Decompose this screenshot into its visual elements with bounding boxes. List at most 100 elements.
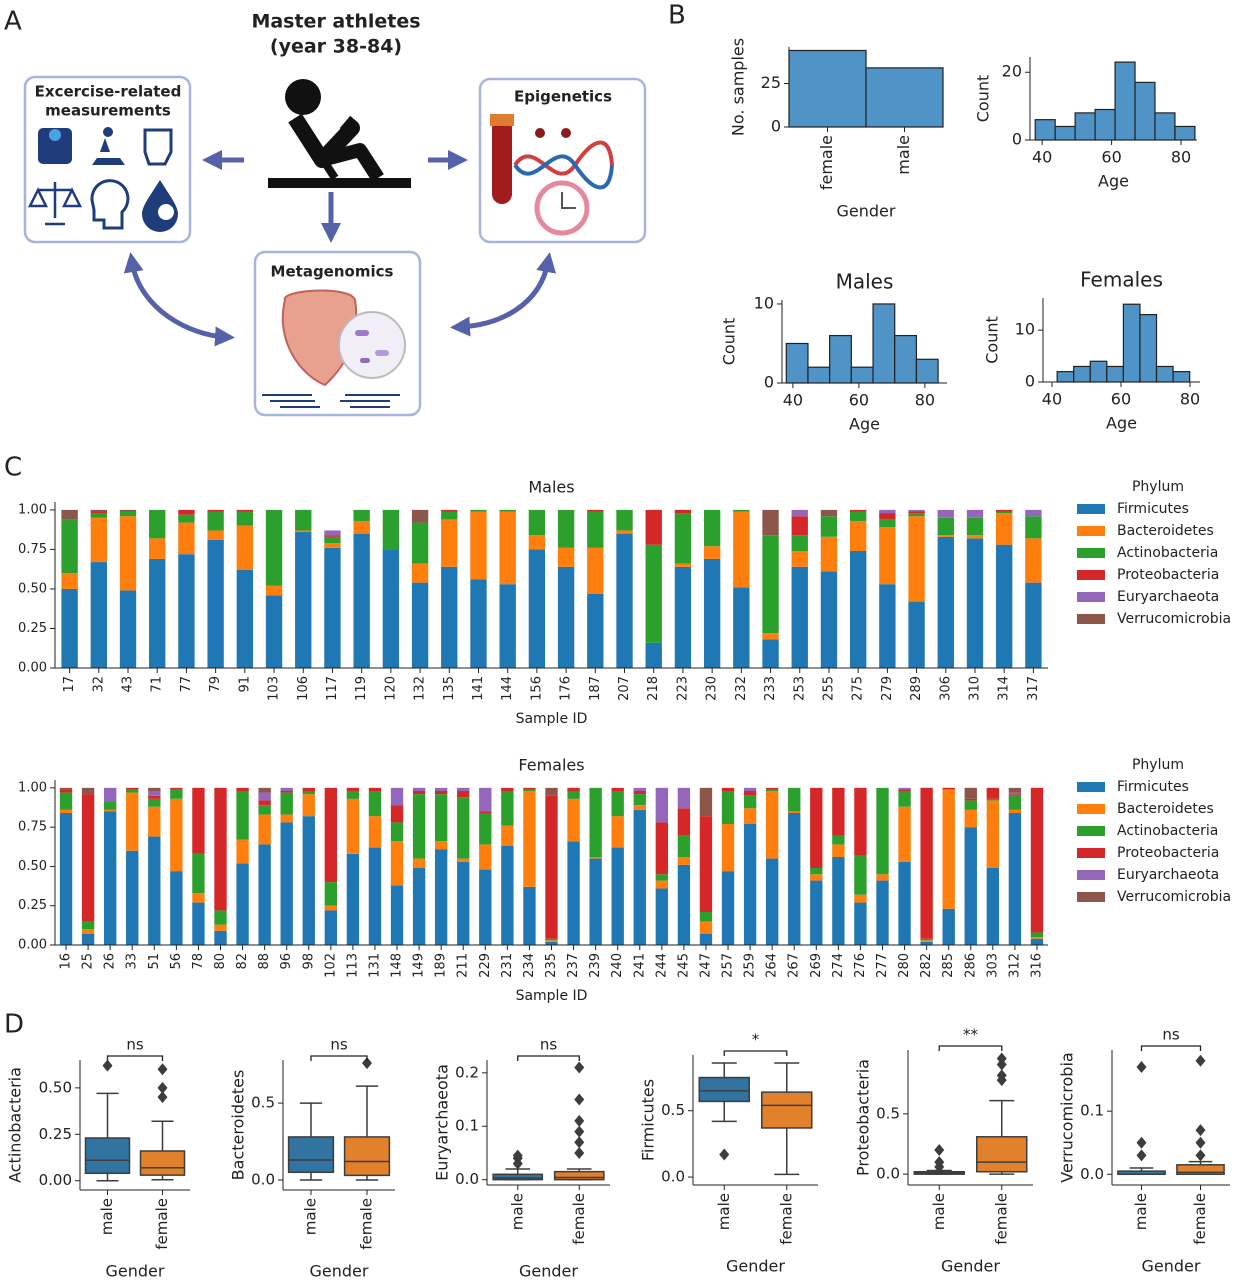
x-tick-label: 131 — [367, 953, 382, 978]
bar-segment — [567, 791, 580, 799]
bar-segment — [721, 791, 735, 824]
x-axis-label: Age — [1098, 172, 1129, 191]
x-tick-label: 16 — [59, 953, 74, 970]
outlier — [1195, 1124, 1206, 1137]
legend-label: Proteobacteria — [1117, 567, 1219, 583]
bar-segment — [390, 822, 404, 842]
legend-label: Verrucomicrobia — [1117, 611, 1231, 627]
bar-segment — [528, 535, 546, 550]
bar-segment — [1008, 795, 1022, 810]
bar-segment — [324, 535, 341, 537]
bar-segment — [411, 509, 429, 523]
bar-segment — [501, 825, 514, 846]
bar-segment — [258, 844, 271, 945]
bar-segment — [59, 789, 73, 793]
x-tick-label: 253 — [792, 676, 807, 701]
bar-segment — [295, 532, 312, 668]
x-tick-label: 91 — [237, 676, 252, 693]
bar-segment — [368, 816, 382, 848]
bar-segment — [441, 519, 458, 567]
bar-segment — [434, 787, 448, 791]
legend-label: Euryarchaeota — [1117, 867, 1219, 883]
x-axis-label: Sample ID — [516, 711, 588, 727]
bar-segment — [898, 806, 911, 862]
x-tick-label: 286 — [963, 953, 978, 978]
bar-segment — [214, 910, 227, 925]
x-tick-label: 240 — [610, 953, 625, 978]
outlier — [574, 1146, 585, 1159]
x-tick-label: 80 — [915, 391, 935, 410]
bar-segment — [633, 791, 646, 795]
x-tick-label: 275 — [851, 676, 866, 701]
bar-segment — [1025, 582, 1042, 668]
bar-segment — [1008, 813, 1022, 945]
x-tick-label: 316 — [1029, 953, 1044, 978]
histogram-bar — [1154, 112, 1176, 141]
bar-segment — [765, 858, 779, 945]
bar-segment — [832, 835, 845, 845]
bar-segment — [280, 787, 293, 791]
x-tick-label: 255 — [821, 676, 836, 701]
legend-label: Actinobacteria — [1117, 823, 1218, 839]
x-tick-label: 135 — [442, 676, 457, 701]
bar-segment — [545, 941, 558, 945]
bar-segment — [832, 787, 845, 835]
histogram-bar — [1074, 112, 1096, 141]
y-tick-label: 0.5 — [876, 1104, 900, 1122]
bar-segment — [587, 511, 604, 548]
bar-segment — [457, 797, 470, 859]
bar-segment — [810, 880, 823, 945]
bar-segment — [103, 809, 117, 812]
bar-segment — [324, 530, 341, 536]
bar-segment — [545, 940, 558, 942]
histogram-bar — [829, 334, 852, 384]
bar-segment — [390, 841, 404, 886]
outlier — [157, 1081, 168, 1094]
x-tick-label: male — [302, 1198, 320, 1235]
bar-segment — [699, 921, 713, 934]
bar-segment — [81, 929, 95, 934]
x-tick-label: 239 — [588, 953, 603, 978]
panel-letter: B — [668, 1, 686, 31]
bar — [788, 49, 867, 128]
x-axis-label: Sample ID — [516, 988, 588, 1004]
bar-segment — [876, 880, 889, 945]
bar-segment — [879, 519, 896, 528]
bar-segment — [324, 910, 338, 945]
x-tick-label: 106 — [296, 676, 311, 701]
bar-segment — [457, 858, 470, 862]
x-tick-label: 25 — [81, 953, 96, 970]
bar-segment — [295, 509, 312, 531]
x-tick-label: 234 — [522, 953, 537, 978]
bar-segment — [149, 558, 166, 668]
histogram-bar — [785, 342, 809, 384]
x-tick-label: 117 — [325, 676, 340, 701]
x-tick-label: 32 — [91, 676, 106, 693]
bar-segment — [346, 798, 360, 854]
bar-segment — [964, 787, 977, 799]
box — [976, 1136, 1028, 1173]
bar-segment — [849, 509, 867, 512]
y-tick-label: 0 — [771, 117, 781, 136]
x-tick-label: 156 — [529, 676, 544, 701]
bar-segment — [1030, 938, 1044, 945]
bar-segment — [178, 514, 195, 523]
bar-segment — [677, 835, 691, 857]
histogram-bar — [1073, 365, 1091, 383]
bar-segment — [61, 509, 78, 520]
bar-segment — [302, 787, 315, 791]
y-tick-label: 0.0 — [251, 1171, 275, 1189]
bar-segment — [937, 517, 954, 536]
x-tick-label: male — [930, 1193, 948, 1230]
bar-segment — [964, 809, 977, 828]
bar-segment — [457, 791, 470, 798]
significance-label: * — [752, 1031, 760, 1049]
bar-segment — [192, 893, 205, 903]
box-label: measurements — [45, 102, 171, 120]
bar-segment — [721, 787, 735, 791]
x-tick-label: 187 — [588, 676, 603, 701]
bar-segment — [192, 787, 205, 854]
bar-segment — [898, 787, 911, 790]
box — [553, 1170, 605, 1181]
